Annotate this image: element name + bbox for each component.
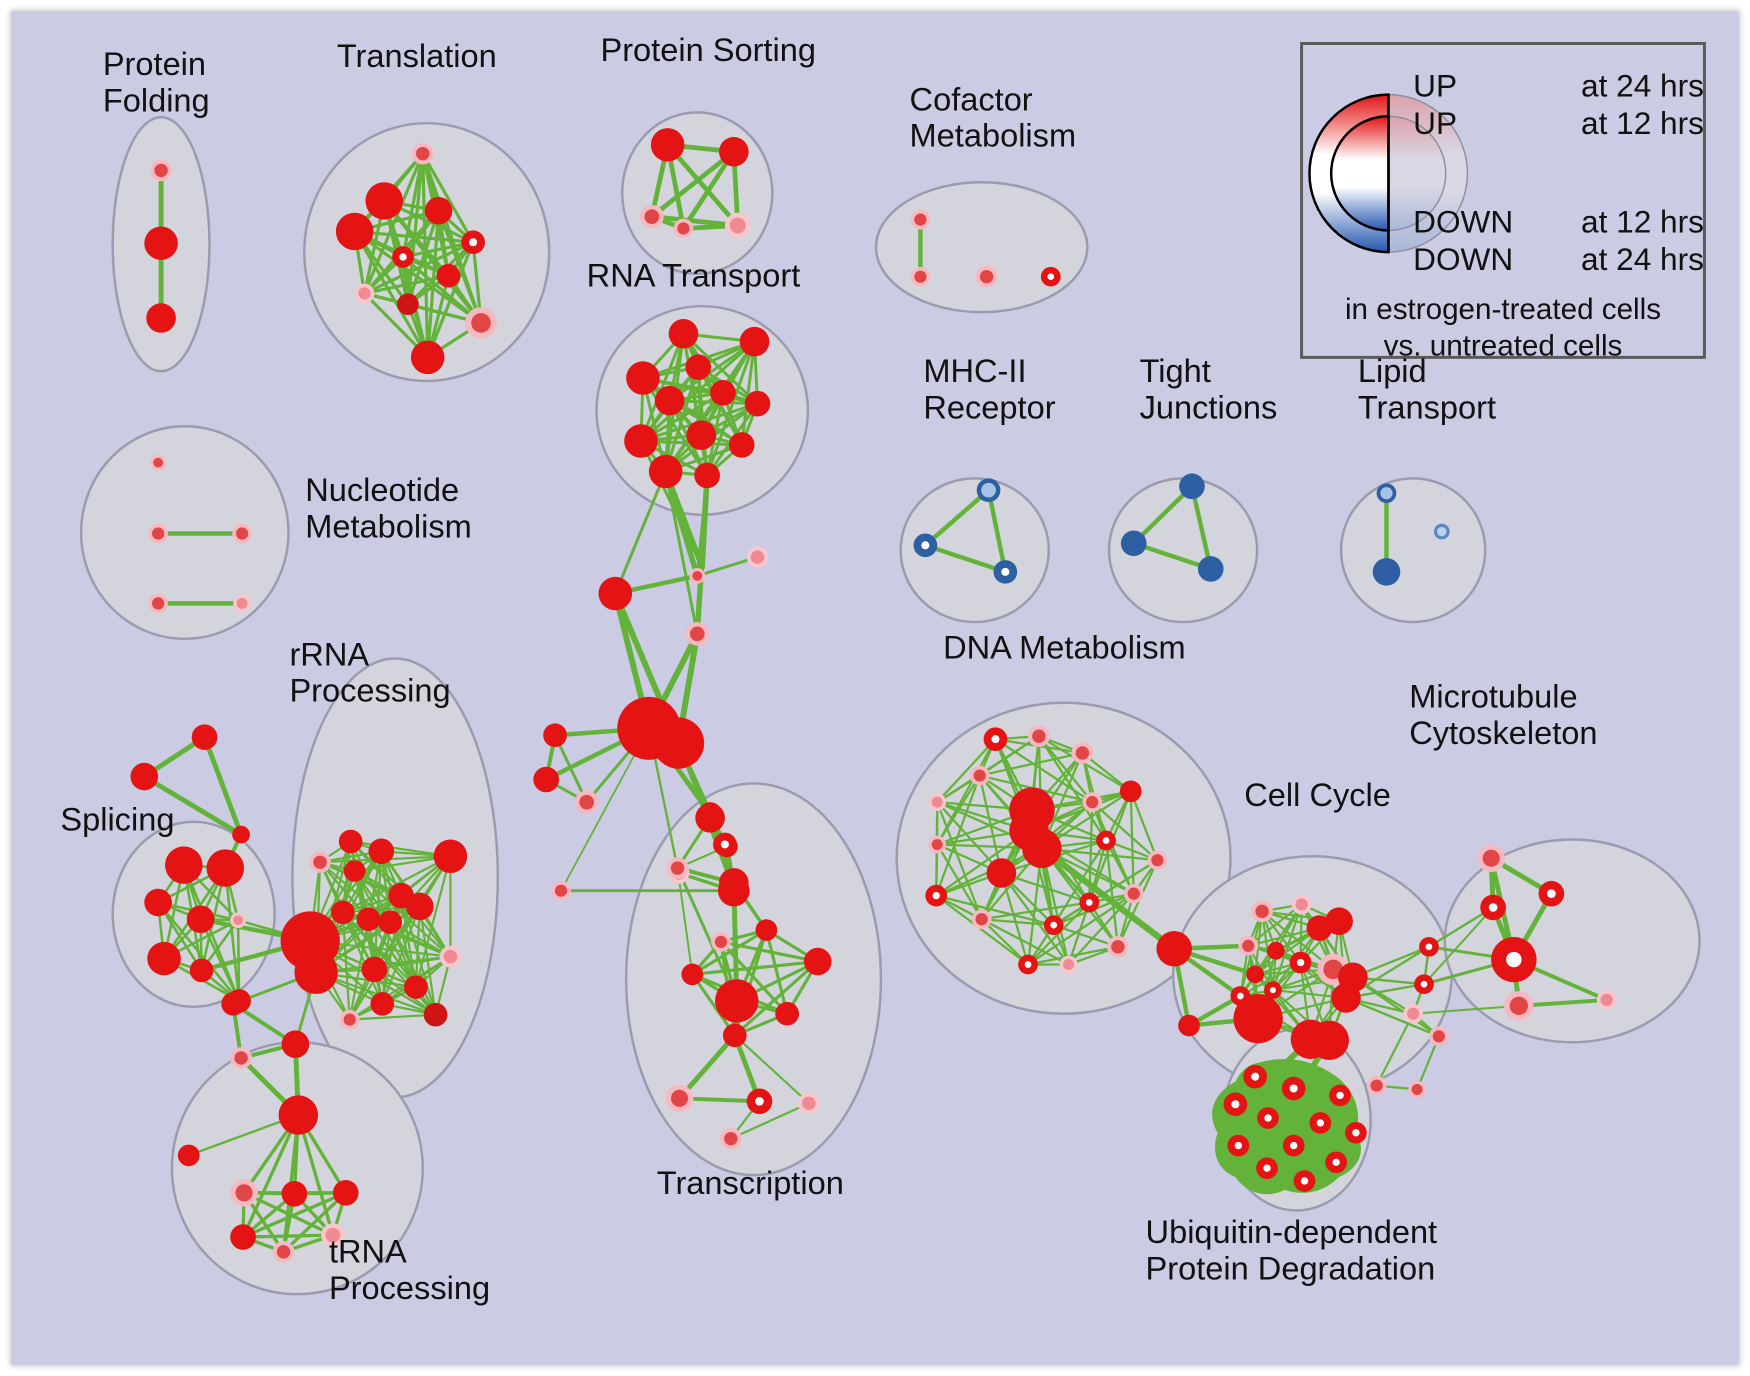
svg-text:Transport: Transport	[1358, 389, 1496, 425]
svg-text:at 12 hrs: at 12 hrs	[1581, 105, 1704, 141]
svg-text:Metabolism: Metabolism	[910, 118, 1077, 154]
svg-text:Cofactor: Cofactor	[910, 81, 1033, 117]
svg-text:in estrogen-treated cells: in estrogen-treated cells	[1345, 293, 1661, 326]
svg-text:Ubiquitin-dependent: Ubiquitin-dependent	[1146, 1214, 1438, 1250]
svg-text:Microtubule: Microtubule	[1409, 679, 1577, 715]
svg-text:Metabolism: Metabolism	[305, 508, 472, 544]
svg-text:Lipid: Lipid	[1358, 353, 1427, 389]
svg-text:Protein: Protein	[103, 46, 206, 82]
svg-text:tRNA: tRNA	[329, 1234, 407, 1270]
svg-text:Protein Sorting: Protein Sorting	[600, 32, 815, 68]
svg-text:Processing: Processing	[289, 673, 450, 709]
svg-text:DNA Metabolism: DNA Metabolism	[943, 630, 1186, 666]
svg-text:rRNA: rRNA	[289, 636, 369, 672]
svg-text:at 24 hrs: at 24 hrs	[1581, 68, 1704, 104]
svg-text:Protein Degradation: Protein Degradation	[1146, 1250, 1436, 1286]
svg-text:MHC-II: MHC-II	[923, 353, 1026, 389]
svg-text:Nucleotide: Nucleotide	[305, 472, 459, 508]
svg-text:Transcription: Transcription	[657, 1165, 844, 1201]
svg-text:Junctions: Junctions	[1140, 389, 1278, 425]
svg-text:Tight: Tight	[1140, 353, 1211, 389]
svg-text:Cytoskeleton: Cytoskeleton	[1409, 715, 1597, 751]
svg-text:DOWN: DOWN	[1413, 203, 1513, 239]
svg-text:Cell Cycle: Cell Cycle	[1244, 777, 1391, 813]
svg-text:UP: UP	[1413, 105, 1457, 141]
svg-text:UP: UP	[1413, 68, 1457, 104]
svg-text:Translation: Translation	[337, 38, 497, 74]
svg-text:Folding: Folding	[103, 82, 210, 118]
svg-text:Splicing: Splicing	[60, 802, 174, 838]
svg-text:Receptor: Receptor	[923, 389, 1055, 425]
svg-text:at 12 hrs: at 12 hrs	[1581, 203, 1704, 239]
svg-text:Processing: Processing	[329, 1270, 490, 1306]
svg-text:at 24 hrs: at 24 hrs	[1581, 241, 1704, 277]
svg-text:RNA Transport: RNA Transport	[587, 258, 801, 294]
svg-text:DOWN: DOWN	[1413, 241, 1513, 277]
